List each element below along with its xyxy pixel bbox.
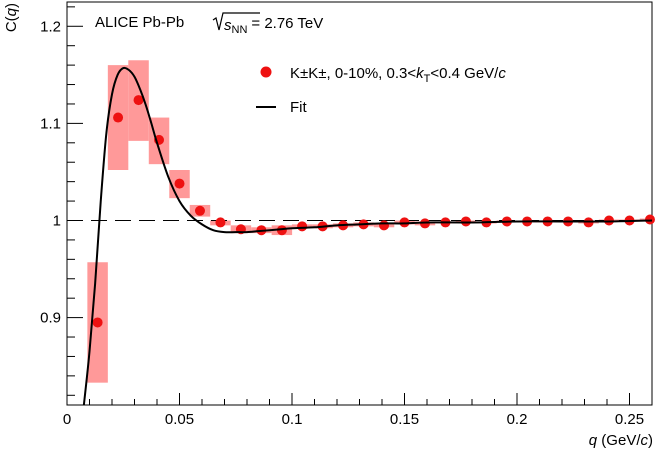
data-point: [644, 214, 655, 225]
experiment-label: ALICE Pb-Pb: [95, 14, 184, 31]
y-axis-title: C(q): [3, 3, 20, 32]
x-tick-label: 0.05: [165, 411, 194, 428]
legend-marker-label: K±K±, 0-10%, 0.3<kT<0.4 GeV/c: [290, 65, 506, 85]
plot-frame: [66, 1, 653, 406]
data-point: [113, 112, 124, 123]
energy-label: sNN = 2.76 TeV: [224, 15, 323, 36]
data-point: [379, 220, 390, 231]
legend-marker-icon: [260, 66, 272, 78]
sqrt-sign: [212, 12, 260, 31]
x-tick-label: 0: [63, 411, 71, 428]
x-tick-label: 0.1: [282, 411, 303, 428]
data-point: [174, 178, 185, 189]
data-point: [194, 205, 205, 216]
data-point: [92, 317, 103, 328]
data-point: [215, 217, 226, 228]
legend-fit-label: Fit: [290, 99, 307, 116]
y-tick-label: 1.1: [40, 115, 61, 132]
x-tick-label: 0.2: [507, 411, 528, 428]
y-tick-label: 0.9: [40, 310, 61, 327]
y-axis-ticks: 0.9 1 1.1 1.2: [40, 6, 83, 396]
data-point: [133, 95, 144, 106]
legend: K±K±, 0-10%, 0.3<kT<0.4 GeV/c Fit: [256, 65, 506, 116]
y-tick-label: 1: [53, 212, 61, 229]
x-tick-label: 0.25: [615, 411, 644, 428]
x-tick-label: 0.15: [390, 411, 419, 428]
y-tick-label: 1.2: [40, 18, 61, 35]
data-point: [297, 221, 308, 232]
data-points: [92, 95, 655, 328]
fit-curve: [82, 66, 652, 405]
x-axis-ticks: 0 0.05 0.1 0.15 0.2 0.25: [63, 393, 653, 428]
x-axis-title: q (GeV/c): [589, 432, 653, 449]
data-point: [460, 216, 471, 227]
data-point: [276, 225, 287, 236]
